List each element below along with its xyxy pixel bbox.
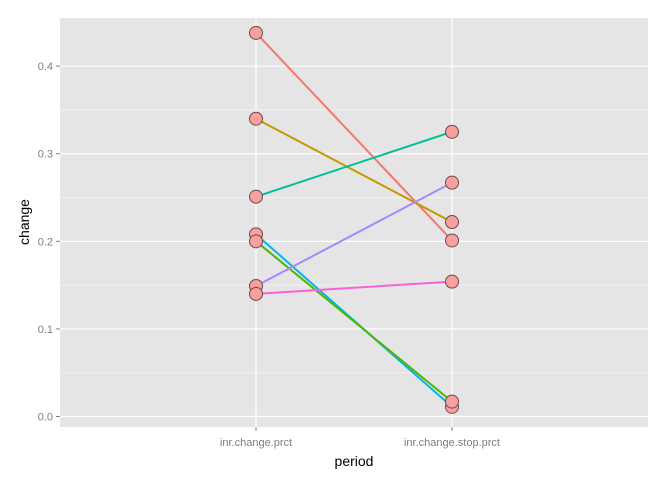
- y-tick-label: 0.4: [38, 61, 53, 73]
- data-point: [445, 394, 459, 409]
- data-point: [445, 175, 459, 190]
- series-line-3: [255, 130, 453, 198]
- grid-minor: [60, 109, 648, 374]
- data-point: [445, 274, 459, 289]
- data-point: [249, 234, 263, 249]
- y-tick-label: 0.2: [38, 236, 53, 248]
- data-points: [249, 25, 459, 414]
- x-tick-label: inr.change.stop.prct: [404, 437, 500, 449]
- data-point: [445, 233, 459, 248]
- series-lines: [255, 32, 453, 408]
- panel-background: [60, 18, 648, 427]
- x-tick-label: inr.change.prct: [220, 437, 292, 449]
- y-tick-label: 0.1: [38, 324, 53, 336]
- x-axis: inr.change.prct inr.change.stop.prct: [220, 427, 500, 449]
- data-point: [249, 25, 263, 40]
- series-line-6: [255, 181, 453, 287]
- data-point: [445, 124, 459, 139]
- data-point: [249, 189, 263, 204]
- x-axis-title: period: [335, 453, 374, 469]
- y-tick-label: 0.3: [38, 149, 53, 161]
- y-tick-label: 0.0: [38, 411, 53, 423]
- grid-major: [60, 18, 648, 427]
- y-axis-title: change: [16, 199, 32, 245]
- series-line-7: [255, 280, 453, 295]
- data-point: [249, 286, 263, 301]
- data-point: [445, 215, 459, 230]
- data-point: [249, 111, 263, 126]
- y-axis: 0.0 0.1 0.2 0.3 0.4: [38, 61, 60, 423]
- series-line-2: [255, 117, 453, 223]
